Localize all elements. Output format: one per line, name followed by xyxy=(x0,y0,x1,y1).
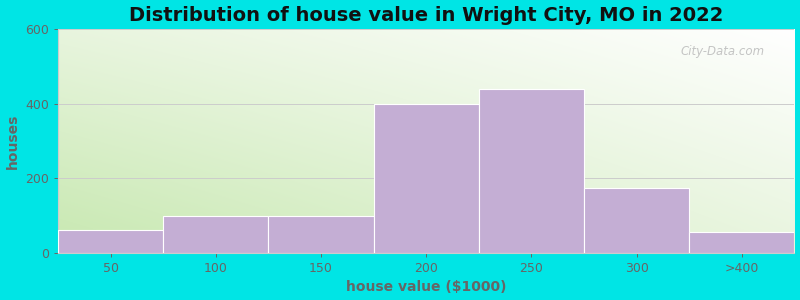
Bar xyxy=(374,103,479,253)
Y-axis label: houses: houses xyxy=(6,113,19,169)
Bar xyxy=(690,232,794,253)
Bar xyxy=(163,215,269,253)
Bar xyxy=(269,215,374,253)
X-axis label: house value ($1000): house value ($1000) xyxy=(346,280,506,294)
Bar xyxy=(58,230,163,253)
Bar xyxy=(479,88,584,253)
Text: City-Data.com: City-Data.com xyxy=(681,45,765,58)
Bar xyxy=(584,188,690,253)
Title: Distribution of house value in Wright City, MO in 2022: Distribution of house value in Wright Ci… xyxy=(129,6,723,25)
